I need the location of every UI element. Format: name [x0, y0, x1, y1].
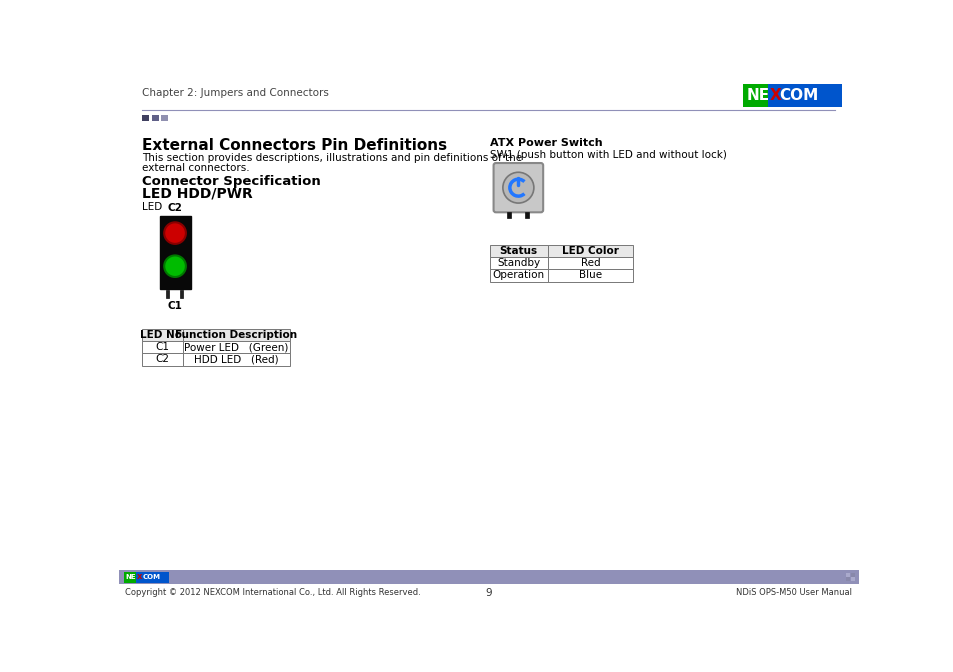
Text: ATX Power Switch: ATX Power Switch	[489, 138, 601, 148]
Text: NE: NE	[125, 575, 136, 581]
Text: COM: COM	[778, 88, 817, 103]
FancyBboxPatch shape	[142, 353, 183, 366]
FancyBboxPatch shape	[506, 212, 510, 218]
FancyBboxPatch shape	[183, 329, 290, 341]
FancyBboxPatch shape	[547, 269, 633, 282]
FancyBboxPatch shape	[547, 257, 633, 269]
FancyBboxPatch shape	[119, 571, 858, 584]
FancyBboxPatch shape	[845, 577, 849, 581]
FancyBboxPatch shape	[159, 216, 191, 290]
FancyBboxPatch shape	[489, 269, 547, 282]
Text: C1: C1	[168, 301, 182, 311]
Text: external connectors.: external connectors.	[142, 163, 250, 173]
Text: NE: NE	[745, 88, 768, 103]
Text: Red: Red	[580, 258, 599, 268]
Text: Chapter 2: Jumpers and Connectors: Chapter 2: Jumpers and Connectors	[142, 88, 329, 98]
Text: External Connectors Pin Definitions: External Connectors Pin Definitions	[142, 138, 447, 153]
Text: Standby: Standby	[497, 258, 539, 268]
FancyBboxPatch shape	[152, 114, 158, 122]
FancyBboxPatch shape	[124, 572, 136, 583]
Text: 9: 9	[485, 588, 492, 598]
Text: Copyright © 2012 NEXCOM International Co., Ltd. All Rights Reserved.: Copyright © 2012 NEXCOM International Co…	[125, 588, 421, 597]
Text: Operation: Operation	[492, 270, 544, 280]
FancyBboxPatch shape	[183, 341, 290, 353]
FancyBboxPatch shape	[845, 573, 849, 577]
FancyBboxPatch shape	[493, 163, 542, 212]
FancyBboxPatch shape	[142, 329, 183, 341]
Text: Status: Status	[499, 246, 537, 256]
FancyBboxPatch shape	[142, 341, 183, 353]
Text: Connector Specification: Connector Specification	[142, 175, 321, 187]
Text: Function Description: Function Description	[175, 330, 297, 340]
FancyBboxPatch shape	[136, 572, 169, 583]
FancyBboxPatch shape	[166, 290, 169, 298]
Text: This section provides descriptions, illustrations and pin definitions of the: This section provides descriptions, illu…	[142, 153, 522, 163]
FancyBboxPatch shape	[489, 257, 547, 269]
FancyBboxPatch shape	[525, 212, 529, 218]
Text: LED HDD/PWR: LED HDD/PWR	[142, 187, 253, 201]
Text: LED No.: LED No.	[139, 330, 186, 340]
FancyBboxPatch shape	[547, 245, 633, 257]
Text: HDD LED   (Red): HDD LED (Red)	[193, 354, 278, 364]
Text: C2: C2	[155, 354, 170, 364]
FancyBboxPatch shape	[179, 290, 183, 298]
FancyBboxPatch shape	[850, 577, 854, 581]
Text: C2: C2	[168, 203, 182, 213]
Text: X: X	[769, 88, 781, 103]
Text: LED Color: LED Color	[561, 246, 618, 256]
Text: X: X	[137, 575, 142, 581]
Text: NDiS OPS-M50 User Manual: NDiS OPS-M50 User Manual	[736, 588, 852, 597]
FancyBboxPatch shape	[142, 114, 150, 122]
FancyBboxPatch shape	[489, 245, 547, 257]
FancyBboxPatch shape	[161, 114, 168, 122]
Text: COM: COM	[142, 575, 160, 581]
Text: Blue: Blue	[578, 270, 601, 280]
Circle shape	[164, 255, 186, 277]
FancyBboxPatch shape	[742, 84, 767, 107]
FancyBboxPatch shape	[183, 353, 290, 366]
Text: LED: LED	[142, 202, 163, 212]
FancyBboxPatch shape	[767, 84, 841, 107]
FancyBboxPatch shape	[850, 573, 854, 577]
Text: Power LED   (Green): Power LED (Green)	[184, 342, 288, 352]
Circle shape	[502, 172, 534, 203]
Text: SW1 (push button with LED and without lock): SW1 (push button with LED and without lo…	[489, 150, 726, 160]
Circle shape	[164, 222, 186, 244]
Text: C1: C1	[155, 342, 170, 352]
